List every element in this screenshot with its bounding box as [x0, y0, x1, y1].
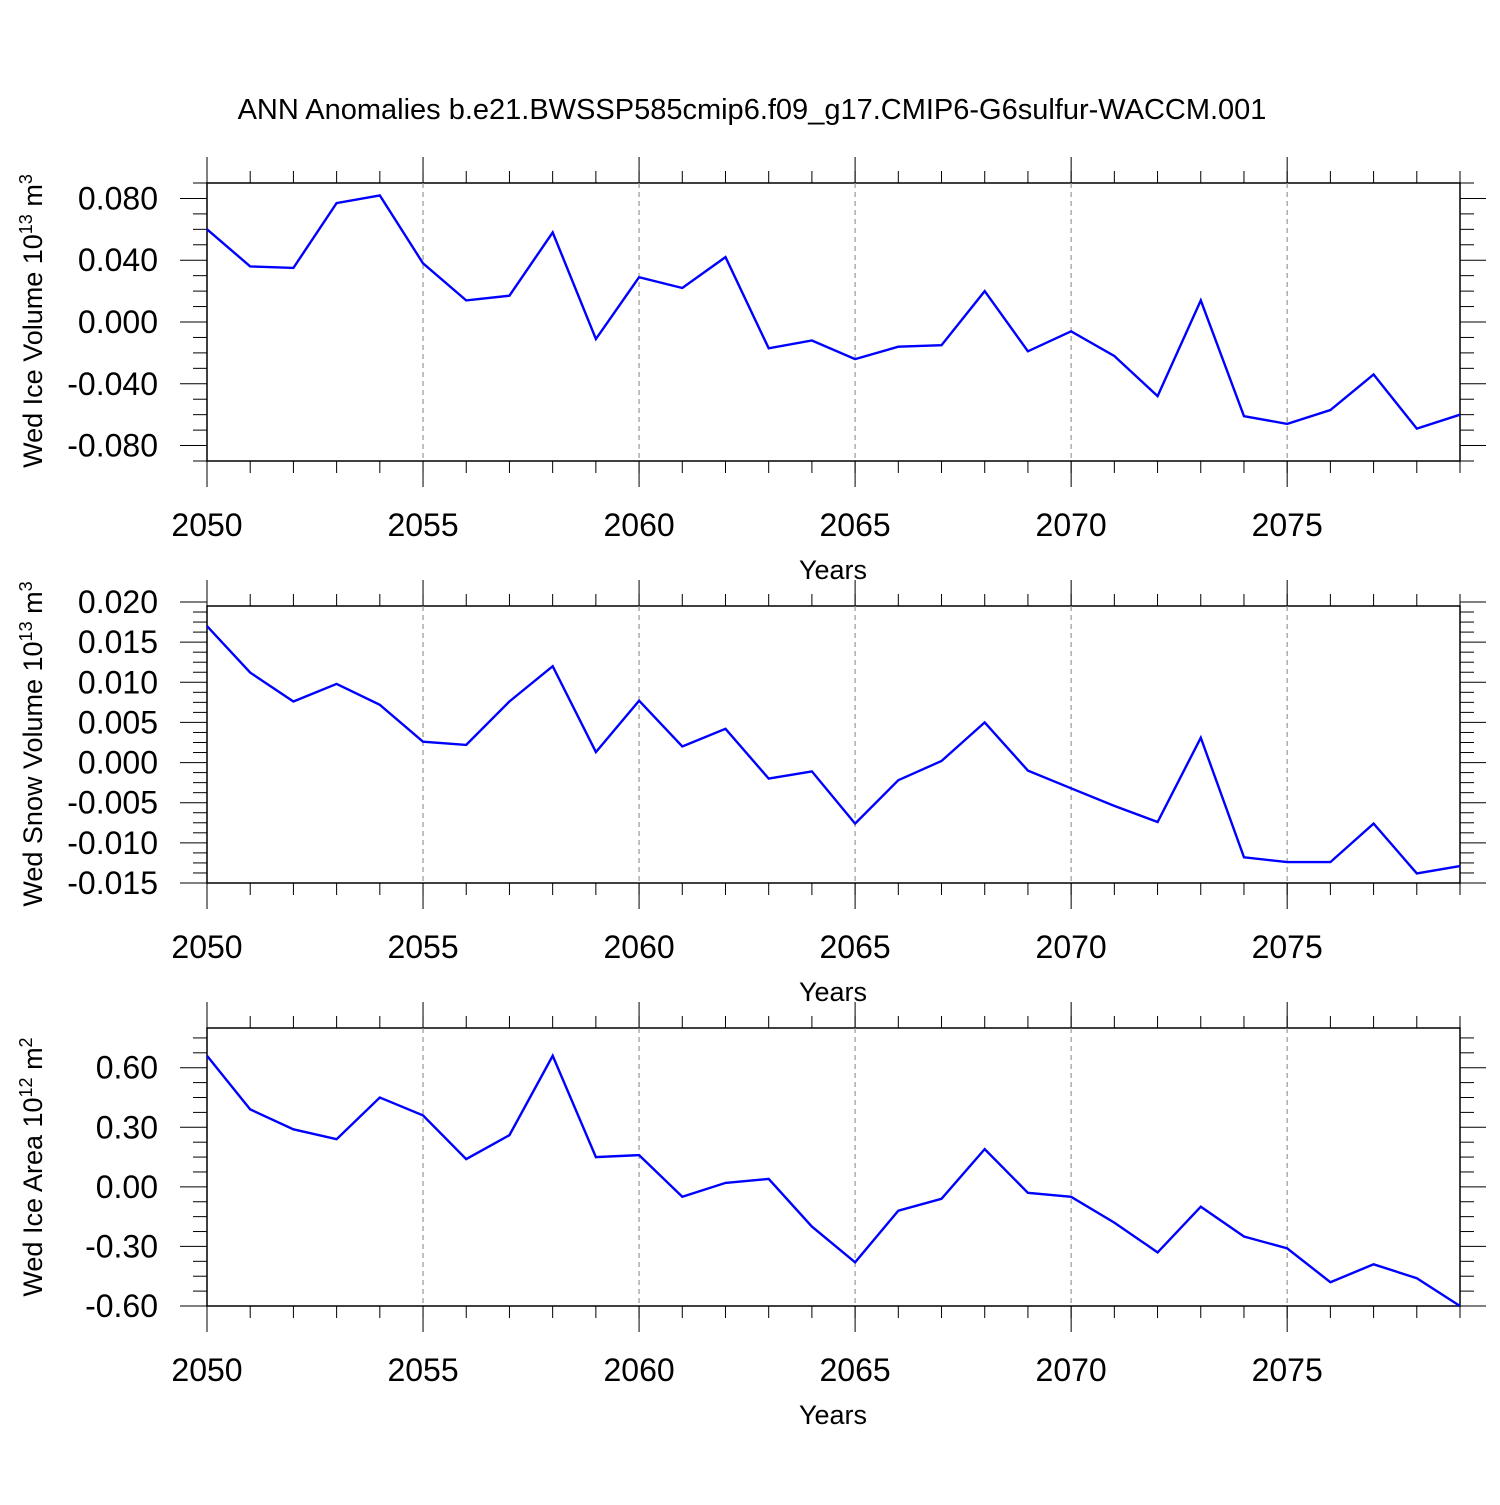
x-tick-label: 2060: [603, 1352, 674, 1388]
x-tick-label: 2050: [171, 507, 242, 543]
y-tick-label: 0.005: [78, 704, 158, 740]
x-tick-label: 2075: [1252, 507, 1323, 543]
chart-panel-1: 2050 2055 2060 2065 2070 2075 Years 0.080 0.040 0…: [16, 157, 1486, 585]
y-axis-label-superscript: 12: [16, 1077, 36, 1097]
y-axis-label-text: m: [18, 1047, 48, 1077]
x-tick-label: 2065: [820, 507, 891, 543]
x-tick-label: 2070: [1036, 507, 1107, 543]
y-tick-label: -0.015: [67, 865, 158, 901]
y-tick-label: 0.010: [78, 664, 158, 700]
chart-title: ANN Anomalies b.e21.BWSSP585cmip6.f09_g1…: [238, 94, 1267, 126]
y-tick-label: 0.015: [78, 624, 158, 660]
x-tick-label: 2055: [387, 929, 458, 965]
x-tick-label: 2065: [820, 929, 891, 965]
y-axis-label-text: Wed Ice Area 10: [18, 1097, 48, 1296]
series-line: [206, 1053, 1461, 1308]
x-tick-label: 2075: [1252, 1352, 1323, 1388]
y-axis-label-superscript: 13: [16, 621, 36, 641]
y-tick-label: -0.010: [67, 825, 158, 861]
y-axis-label-superscript: 2: [16, 1037, 36, 1047]
y-axis-label-text: Wed Snow Volume 10: [18, 641, 48, 906]
x-tick-label: 2070: [1036, 1352, 1107, 1388]
x-tick-label: 2050: [171, 1352, 242, 1388]
plot-frame: [206, 182, 1461, 462]
y-tick-label: 0.040: [78, 242, 158, 278]
y-axis-label-superscript: 3: [16, 581, 36, 591]
x-tick-label: 2050: [171, 929, 242, 965]
plot-frame: [206, 1027, 1461, 1307]
x-tick-label: 2060: [603, 507, 674, 543]
x-tick-label: 2070: [1036, 929, 1107, 965]
x-tick-label: 2065: [820, 1352, 891, 1388]
y-tick-label: -0.30: [85, 1228, 158, 1264]
y-tick-label: 0.00: [96, 1169, 158, 1205]
chart-panel-2: 2050 2055 2060 2065 2070 2075 Years 0.020 0.015 0…: [16, 580, 1486, 1007]
y-axis-label-text: m: [18, 184, 48, 214]
y-axis-label: Wed Snow Volume 1013 m3: [16, 581, 48, 906]
x-axis-label: Years: [799, 977, 867, 1007]
y-tick-label: -0.040: [67, 366, 158, 402]
y-tick-label: -0.005: [67, 785, 158, 821]
x-tick-label: 2075: [1252, 929, 1323, 965]
series-line: [206, 194, 1461, 430]
y-tick-label: -0.080: [67, 428, 158, 464]
plot-frame: [206, 605, 1461, 884]
y-tick-label: 0.30: [96, 1109, 158, 1145]
y-axis-label-superscript: 13: [16, 214, 36, 234]
x-tick-label: 2055: [387, 1352, 458, 1388]
y-tick-label: 0.020: [78, 584, 158, 620]
x-tick-label: 2060: [603, 929, 674, 965]
y-axis-label-text: Wed Ice Volume 10: [18, 234, 48, 468]
x-axis-label: Years: [799, 1400, 867, 1430]
y-axis-label: Wed Ice Area 1012 m2: [16, 1037, 48, 1296]
series-line: [206, 625, 1461, 875]
y-tick-label: 0.080: [78, 180, 158, 216]
y-tick-label: -0.60: [85, 1288, 158, 1324]
x-tick-label: 2055: [387, 507, 458, 543]
y-axis-label-text: m: [18, 591, 48, 621]
y-tick-label: 0.60: [96, 1050, 158, 1086]
chart-panel-3: 2050 2055 2060 2065 2070 2075 Years 0.60 0.30 0.0…: [16, 1002, 1486, 1430]
x-axis-label: Years: [799, 555, 867, 585]
y-axis-label: Wed Ice Volume 1013 m3: [16, 174, 48, 468]
y-tick-label: 0.000: [78, 745, 158, 781]
y-tick-label: 0.000: [78, 304, 158, 340]
y-axis-label-superscript: 3: [16, 174, 36, 184]
